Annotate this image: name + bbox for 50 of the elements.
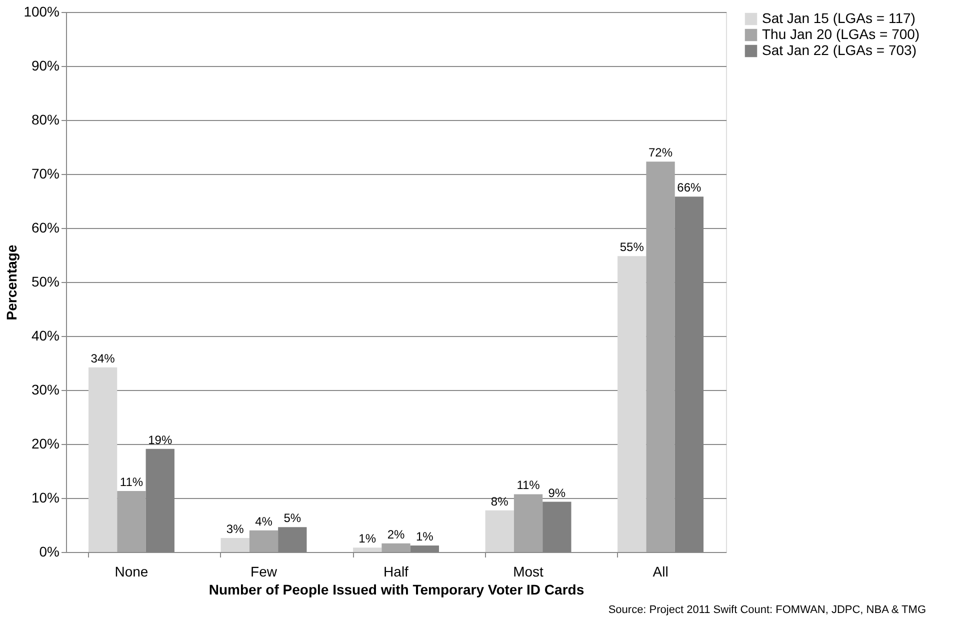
data-label: 11% <box>120 474 144 489</box>
data-label: 1% <box>416 530 434 544</box>
bar <box>249 530 278 552</box>
bar <box>618 256 646 552</box>
y-tick-label: 0% <box>39 544 60 560</box>
bar <box>646 162 675 552</box>
bar <box>410 546 439 552</box>
bar <box>88 367 118 552</box>
data-label: 55% <box>620 240 644 254</box>
data-label: 66% <box>677 180 702 195</box>
y-tick-label: 30% <box>31 382 60 398</box>
y-tick-label: 50% <box>31 274 60 290</box>
bar <box>117 490 146 552</box>
bar <box>382 543 410 552</box>
bar <box>514 494 543 552</box>
data-label: 19% <box>148 432 172 447</box>
y-tick-label: 40% <box>31 328 60 344</box>
data-label: 11% <box>516 478 540 492</box>
legend-label: Thu Jan 20 (LGAs = 700) <box>762 26 920 42</box>
x-tick-label: Most <box>513 564 544 580</box>
y-tick-label: 90% <box>31 58 60 74</box>
data-label: 2% <box>387 527 405 542</box>
bar <box>485 510 514 552</box>
y-tick-label: 60% <box>31 220 60 236</box>
y-axis-title: Percentage <box>4 244 20 320</box>
data-label: 9% <box>548 486 566 500</box>
data-label: 3% <box>226 522 244 536</box>
data-label: 8% <box>490 494 509 508</box>
x-tick-label: All <box>652 564 668 580</box>
x-tick-label: Half <box>384 564 409 580</box>
y-tick-label: 80% <box>31 112 60 128</box>
y-tick-label: 10% <box>31 490 60 506</box>
x-tick-label: None <box>114 564 148 580</box>
legend-label: Sat Jan 15 (LGAs = 117) <box>762 10 916 26</box>
data-label: 34% <box>90 351 116 366</box>
data-label: 1% <box>358 532 376 546</box>
bar <box>278 527 307 552</box>
x-axis-title: Number of People Issued with Temporary Voter ID Cards <box>208 582 584 598</box>
bar <box>542 502 572 552</box>
bar <box>353 548 382 552</box>
data-label: 5% <box>284 511 302 526</box>
legend-label: Sat Jan 22 (LGAs = 703) <box>762 42 916 58</box>
y-tick-label: 70% <box>31 166 60 182</box>
bar <box>220 538 250 552</box>
data-label: 4% <box>255 514 273 528</box>
x-tick-label: Few <box>250 564 278 580</box>
y-tick-label: 100% <box>24 4 60 20</box>
data-label: 72% <box>648 146 673 160</box>
source-note: Source: Project 2011 Swift Count: FOMWAN, JDPC, NBA & TMG <box>608 604 926 616</box>
y-tick-label: 20% <box>31 436 60 452</box>
